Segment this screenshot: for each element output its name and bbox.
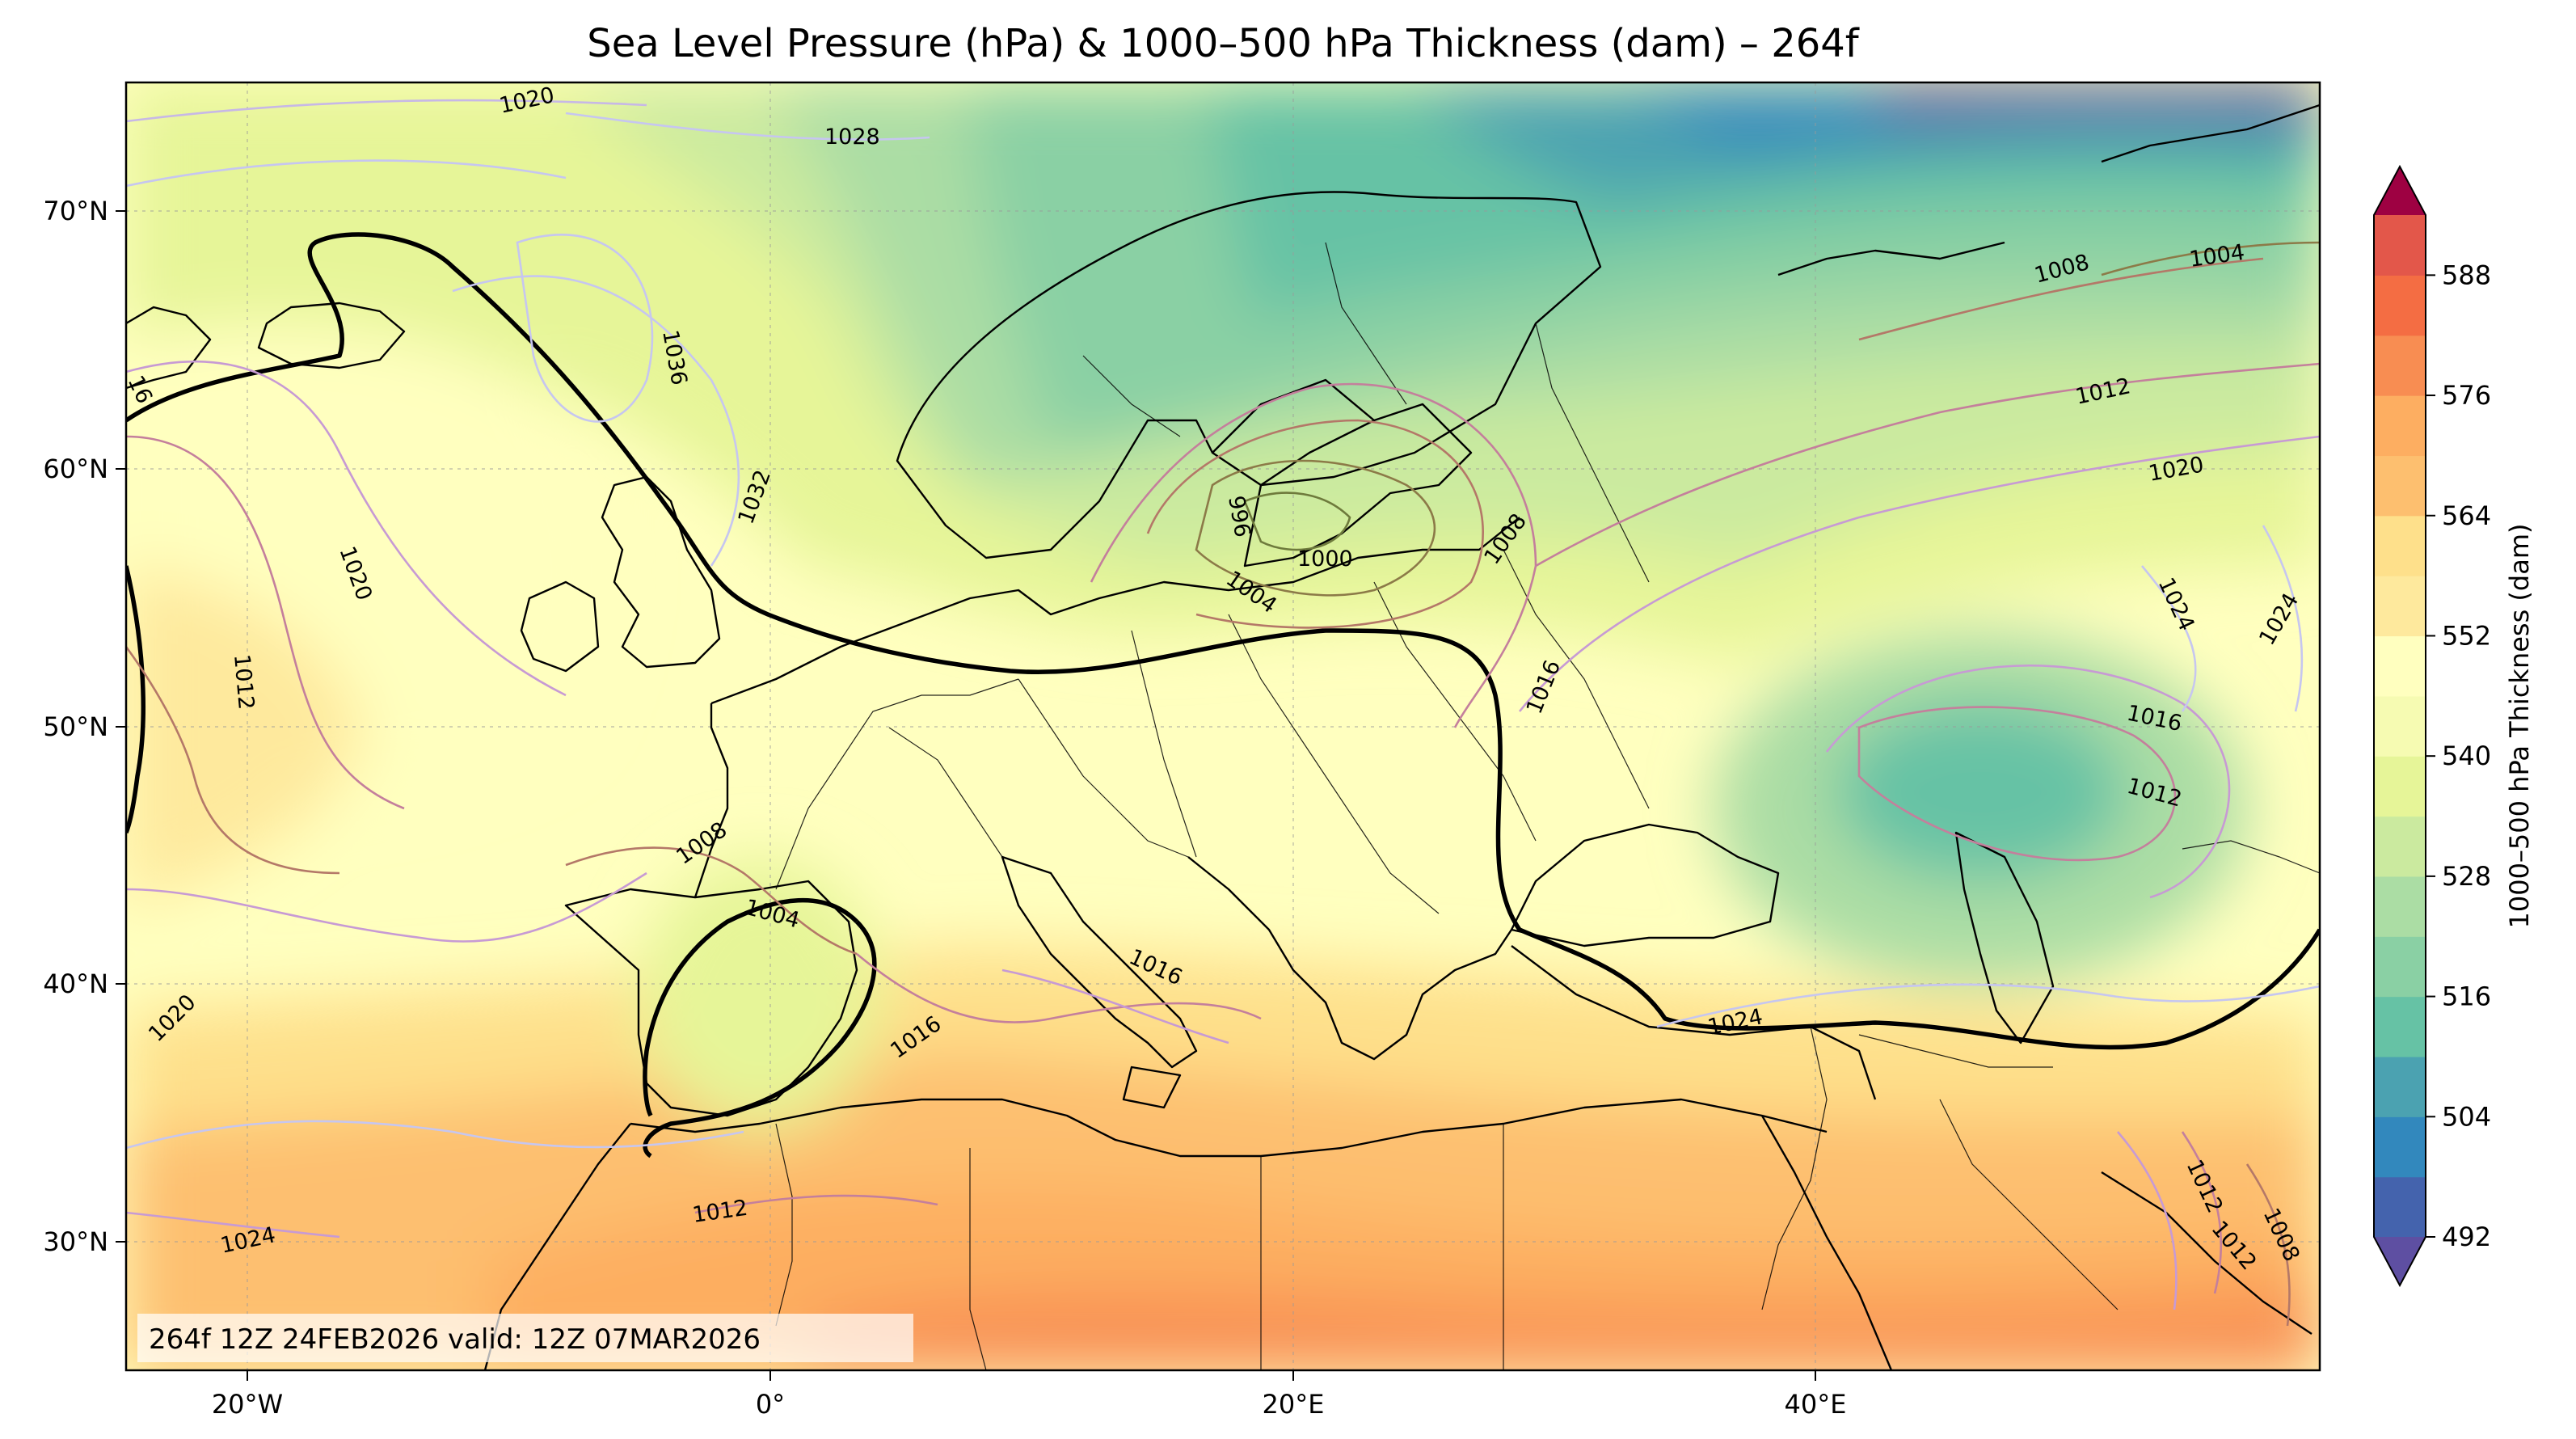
colorbar-max-extend — [2374, 167, 2426, 215]
map-title: Sea Level Pressure (hPa) & 1000–500 hPa … — [587, 21, 1860, 66]
borders — [775, 242, 2320, 1370]
lon-tick-label: 40°E — [1785, 1389, 1847, 1420]
thickness-field — [126, 82, 2320, 1370]
lat-tick-label: 50°N — [43, 711, 108, 742]
isobars — [126, 99, 2320, 1327]
valid-time-box: 264f 12Z 24FEB2026 valid: 12Z 07MAR2026 — [137, 1314, 913, 1362]
colorbar-tick-label: 516 — [2442, 981, 2491, 1012]
colorbar-min-extend — [2374, 1237, 2426, 1285]
colorbar-band — [2374, 576, 2426, 637]
colorbar-tick-label: 576 — [2442, 380, 2491, 411]
lon-tick-label: 20°W — [212, 1389, 283, 1420]
isobar-label: 1028 — [824, 124, 880, 150]
lat-tick-label: 70°N — [43, 196, 108, 226]
lat-tick-label: 30°N — [43, 1226, 108, 1257]
colorbar-bands — [2374, 215, 2426, 1238]
axis-ticks — [116, 210, 1816, 1381]
colorbar-band — [2374, 335, 2426, 396]
colorbar-label: 1000–500 hPa Thickness (dam) — [2504, 524, 2535, 929]
colorbar-tick-label: 528 — [2442, 861, 2491, 892]
valid-time-text: 264f 12Z 24FEB2026 valid: 12Z 07MAR2026 — [149, 1323, 761, 1356]
colorbar: 492 504 516 528 540 552 564 576 588 1000–500 hPa… — [2373, 164, 2535, 1288]
colorbar-band — [2374, 695, 2426, 757]
isobar-label: 1000 — [1297, 546, 1353, 572]
colorbar-band — [2374, 1176, 2426, 1238]
colorbar-band — [2374, 816, 2426, 877]
coastlines — [126, 103, 2320, 1370]
colorbar-band — [2374, 1056, 2426, 1117]
thickness-540-line — [126, 232, 2320, 1158]
lon-tick-label: 20°E — [1263, 1389, 1325, 1420]
colorbar-tick-label: 492 — [2442, 1222, 2491, 1252]
colorbar-tick-label: 504 — [2442, 1101, 2491, 1132]
colorbar-tick-label: 564 — [2442, 500, 2491, 531]
colorbar-tick-label: 588 — [2442, 260, 2491, 290]
colorbar-tick-label: 552 — [2442, 620, 2491, 651]
longitude-labels: 20°W 0° 20°E 40°E — [212, 1389, 1847, 1420]
latitude-labels: 30°N 40°N 50°N 60°N 70°N — [43, 196, 108, 1257]
colorbar-band — [2374, 395, 2426, 457]
lat-tick-label: 60°N — [43, 454, 108, 484]
map-area: 1020 1028 1036 1032 1020 1012 16 1008 10… — [126, 82, 2320, 1370]
colorbar-band — [2374, 936, 2426, 998]
colorbar-band — [2374, 876, 2426, 937]
colorbar-band — [2374, 756, 2426, 817]
colorbar-band — [2374, 996, 2426, 1057]
lon-tick-label: 0° — [756, 1389, 785, 1420]
lat-tick-label: 40°N — [43, 968, 108, 999]
isobar-label: 1012 — [229, 653, 259, 711]
colorbar-outline — [2373, 164, 2426, 1288]
colorbar-band — [2374, 1116, 2426, 1178]
colorbar-ticks: 492 504 516 528 540 552 564 576 588 — [2426, 260, 2491, 1252]
colorbar-band — [2374, 275, 2426, 336]
colorbar-band — [2374, 515, 2426, 576]
colorbar-band — [2374, 215, 2426, 276]
colorbar-band — [2374, 635, 2426, 697]
colorbar-tick-label: 540 — [2442, 741, 2491, 771]
colorbar-band — [2374, 455, 2426, 517]
